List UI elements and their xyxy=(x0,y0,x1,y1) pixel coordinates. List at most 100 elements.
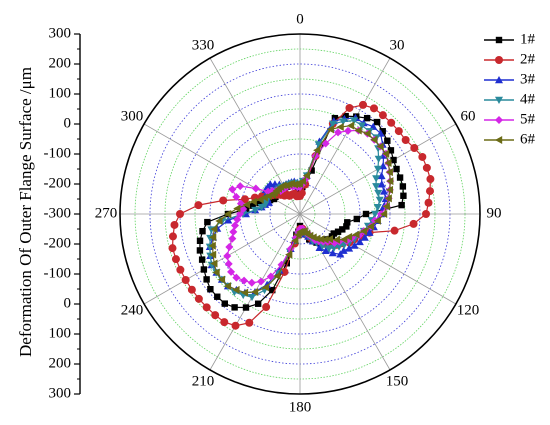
data-point xyxy=(254,300,262,307)
data-point xyxy=(223,252,232,260)
data-point xyxy=(321,235,329,244)
data-point xyxy=(426,175,435,184)
data-point xyxy=(221,300,228,307)
data-point xyxy=(207,286,214,293)
radial-tick-label: 100 xyxy=(49,85,72,101)
data-point xyxy=(390,156,397,164)
data-point xyxy=(224,259,233,268)
data-point xyxy=(339,226,346,233)
data-point xyxy=(277,260,286,269)
data-point xyxy=(247,278,256,287)
data-point xyxy=(339,246,348,254)
data-point xyxy=(339,118,348,126)
data-point xyxy=(336,250,345,258)
data-point xyxy=(294,230,302,239)
data-point xyxy=(373,204,382,212)
data-point xyxy=(225,242,234,251)
data-point xyxy=(363,129,371,138)
data-point xyxy=(384,159,392,167)
data-point xyxy=(350,241,359,249)
radial-tick-label: -300 xyxy=(44,205,72,221)
data-point xyxy=(208,241,216,250)
legend-marker xyxy=(495,76,503,84)
data-point xyxy=(210,259,218,268)
data-point xyxy=(321,139,330,148)
data-point xyxy=(373,216,381,225)
data-point xyxy=(208,250,217,259)
data-point xyxy=(209,233,217,242)
data-point xyxy=(269,286,276,294)
data-point xyxy=(377,180,386,188)
data-point xyxy=(202,303,211,312)
data-point xyxy=(374,189,383,198)
data-point xyxy=(344,126,352,135)
data-point xyxy=(257,204,266,212)
data-point xyxy=(294,192,303,201)
data-point xyxy=(217,275,226,284)
data-point xyxy=(176,210,184,218)
data-point xyxy=(236,182,245,191)
data-point xyxy=(242,304,250,311)
legend-marker xyxy=(495,136,503,144)
angle-tick-label: 210 xyxy=(192,373,215,389)
angle-tick-labels: 0 30 60 90 120 150 180 210 240 270 300 330 xyxy=(95,11,502,415)
data-point xyxy=(400,192,407,199)
data-point xyxy=(365,228,374,236)
y-axis-label: Deformation Of Outer Flange Surface /μm xyxy=(16,67,35,357)
data-point xyxy=(424,198,433,207)
data-point xyxy=(344,232,353,241)
data-point xyxy=(370,135,378,144)
data-point xyxy=(240,195,249,204)
data-point xyxy=(396,174,404,181)
radial-tick-label: 100 xyxy=(49,325,72,341)
data-point xyxy=(374,155,383,163)
legend-label: 3# xyxy=(520,71,536,87)
data-point xyxy=(308,167,315,174)
angle-tick-label: 240 xyxy=(121,302,144,318)
data-point xyxy=(386,177,394,186)
data-point xyxy=(266,272,275,281)
series-line xyxy=(171,104,432,327)
data-point xyxy=(336,122,344,131)
angle-tick-label: 120 xyxy=(457,302,480,318)
radial-tick-label: -200 xyxy=(44,235,72,251)
data-point xyxy=(248,293,256,302)
data-point xyxy=(223,282,232,291)
data-point xyxy=(366,222,375,231)
legend-marker xyxy=(495,116,503,124)
data-point xyxy=(315,243,324,251)
data-point xyxy=(363,114,371,122)
data-point xyxy=(343,223,350,230)
data-point xyxy=(350,117,358,125)
data-point xyxy=(204,218,211,226)
data-point xyxy=(399,183,407,190)
data-point xyxy=(379,128,386,135)
radial-tick-label: 300 xyxy=(49,385,72,401)
data-point xyxy=(375,196,384,204)
data-point xyxy=(372,175,381,183)
data-point xyxy=(232,285,240,294)
radial-tick-label: 0 xyxy=(64,115,72,131)
data-point xyxy=(170,220,179,229)
data-point xyxy=(264,192,273,200)
data-point xyxy=(355,237,364,246)
data-point xyxy=(352,230,360,239)
data-point xyxy=(198,256,206,263)
data-point xyxy=(196,237,204,244)
data-point xyxy=(313,234,321,243)
data-point xyxy=(313,146,321,155)
data-point xyxy=(233,215,242,224)
data-point xyxy=(187,285,196,294)
series-layer xyxy=(168,100,435,330)
data-point xyxy=(214,293,221,300)
legend-label: 2# xyxy=(520,51,536,67)
data-point xyxy=(318,242,327,250)
data-point xyxy=(245,318,254,327)
data-point xyxy=(344,219,351,226)
angle-tick-label: 90 xyxy=(487,205,502,221)
data-point xyxy=(394,127,403,136)
data-point xyxy=(249,197,257,206)
data-point xyxy=(359,227,367,236)
data-point xyxy=(200,266,208,273)
legend-item: 2# xyxy=(484,51,536,67)
